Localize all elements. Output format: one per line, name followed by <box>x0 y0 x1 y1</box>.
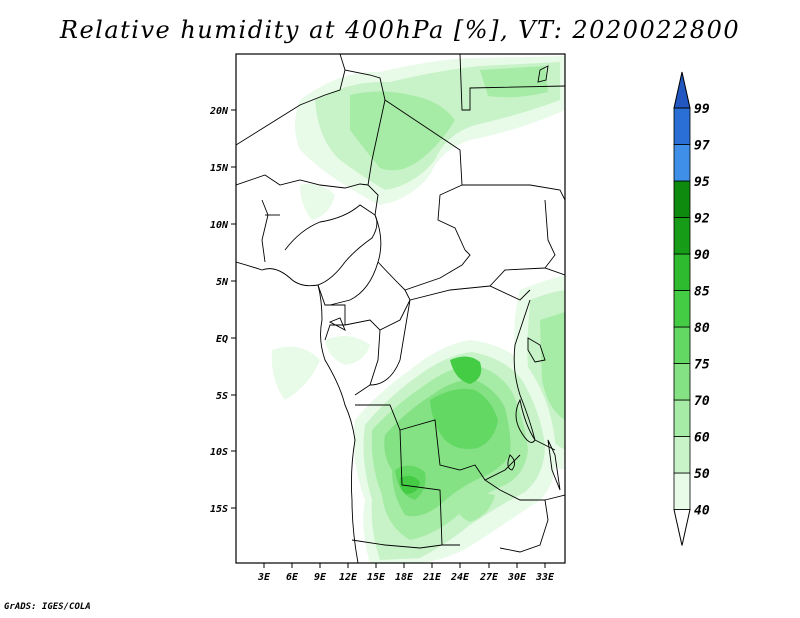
lat-label: 5N <box>216 277 229 288</box>
lat-label: 20N <box>209 106 229 117</box>
longitude-labels: 3E 6E 9E 12E 15E 18E 21E 24E 27E 30E 33E <box>257 572 555 583</box>
country-borders <box>236 54 565 563</box>
lat-label: 10S <box>210 447 228 458</box>
colorbar-segment <box>673 326 691 364</box>
lon-label: 30E <box>507 572 527 583</box>
axis-ticks <box>231 109 546 568</box>
colorbar-label: 75 <box>694 358 710 373</box>
lat-label: 10N <box>210 220 229 231</box>
colorbar-label: 60 <box>694 431 710 446</box>
lon-label: 27E <box>479 572 499 583</box>
colorbar-label: 90 <box>694 248 710 263</box>
lon-label: 12E <box>339 572 358 583</box>
lon-label: 24E <box>450 572 470 583</box>
lon-label: 33E <box>535 572 555 583</box>
colorbar-segment <box>673 253 691 291</box>
colorbar-label: 80 <box>694 321 710 336</box>
lat-label: 5S <box>216 391 228 402</box>
colorbar-segment <box>673 290 691 328</box>
colorbar-bottom-arrow <box>673 509 691 546</box>
lon-label: 9E <box>314 572 327 583</box>
colorbar-label: 95 <box>694 175 710 190</box>
lon-label: 21E <box>422 572 442 583</box>
colorbar-label: 40 <box>694 504 710 519</box>
colorbar-segment <box>673 399 691 437</box>
colorbar-label: 70 <box>694 394 710 409</box>
colorbar-segment <box>673 436 691 474</box>
lat-label: EQ <box>216 334 228 345</box>
lon-label: 6E <box>286 572 299 583</box>
colorbar-segment <box>673 472 691 510</box>
colorbar-segment <box>673 217 691 255</box>
lon-label: 3E <box>257 572 271 583</box>
lon-label: 15E <box>367 572 386 583</box>
colorbar-label: 85 <box>694 285 710 300</box>
colorbar-segment <box>673 144 691 182</box>
colorbar-label: 92 <box>694 212 710 227</box>
latitude-labels: 20N 15N 10N 5N EQ 5S 10S 15S <box>209 106 229 515</box>
colorbar-segment <box>673 363 691 401</box>
map-title: Relative humidity at 400hPa [%], VT: 202… <box>59 16 741 44</box>
colorbar-label: 99 <box>694 102 710 117</box>
colorbar-top-arrow <box>673 71 691 109</box>
lat-label: 15N <box>210 163 229 174</box>
credit-text: GrADS: IGES/COLA <box>4 602 91 612</box>
colorbar-segment <box>673 180 691 218</box>
map-frame <box>235 53 566 564</box>
colorbar-label: 97 <box>694 139 710 154</box>
lat-label: 15S <box>210 504 228 515</box>
colorbar: 40 50 60 70 75 80 85 90 92 95 97 99 <box>673 71 710 546</box>
colorbar-label: 50 <box>694 467 710 482</box>
colorbar-segment <box>673 107 691 145</box>
humidity-shading <box>271 56 565 563</box>
lon-label: 18E <box>395 572 414 583</box>
